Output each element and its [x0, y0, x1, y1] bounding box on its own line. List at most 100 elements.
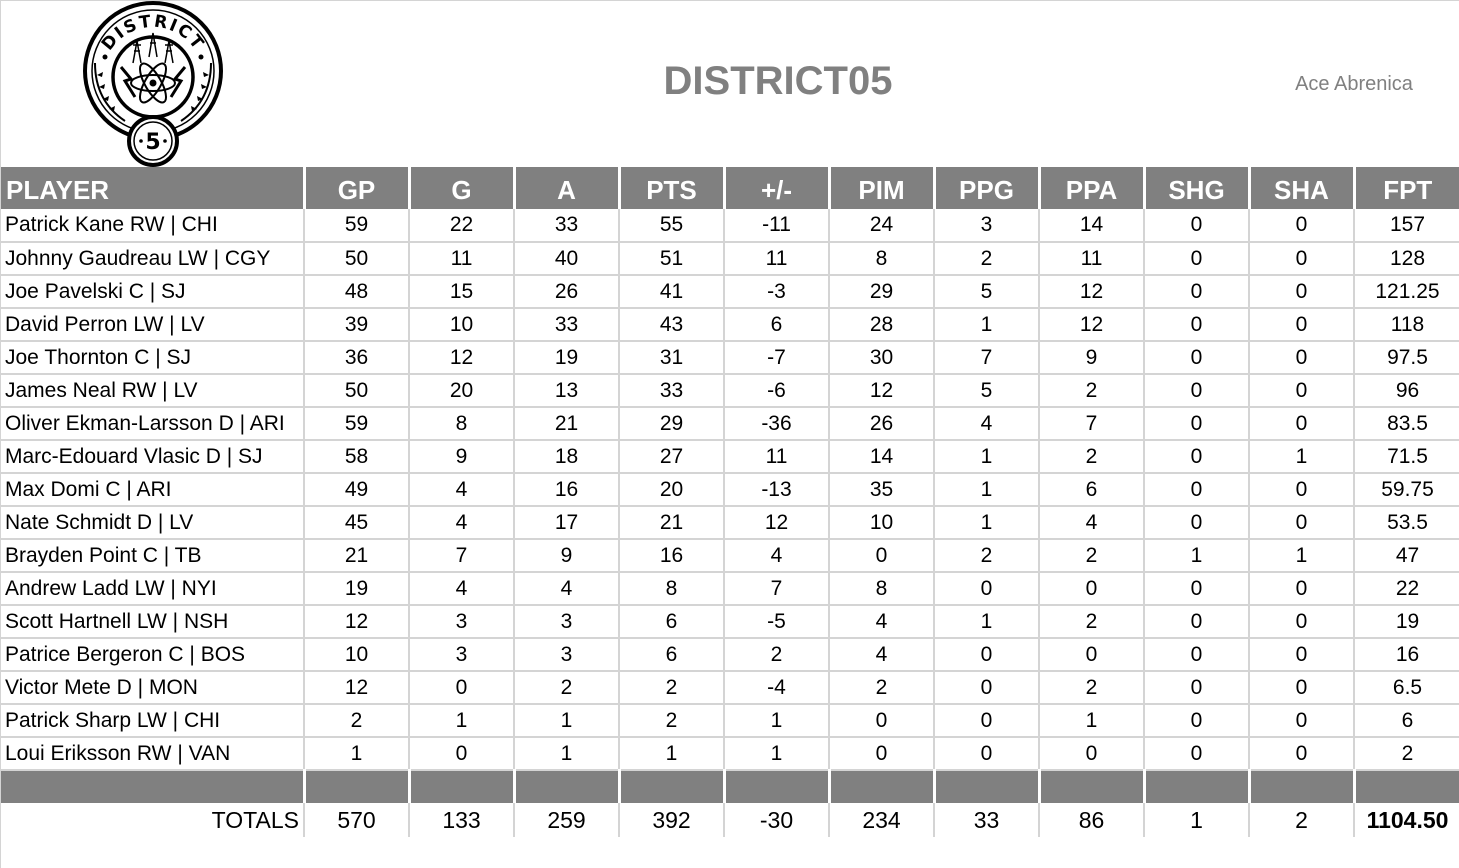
cell-fpt[interactable]: 16 — [1353, 638, 1459, 672]
cell-fpt[interactable]: 2 — [1353, 737, 1459, 771]
cell-ppa[interactable]: 12 — [1038, 308, 1144, 342]
cell-a[interactable]: 17 — [513, 506, 619, 540]
cell-a[interactable]: 3 — [513, 638, 619, 672]
cell-shg[interactable]: 0 — [1143, 341, 1249, 375]
cell-plus-minus[interactable]: -6 — [723, 374, 829, 408]
cell-pim[interactable]: 0 — [828, 704, 934, 738]
cell-ppg[interactable]: 5 — [933, 374, 1039, 408]
cell-shg[interactable]: 0 — [1143, 473, 1249, 507]
cell-pim[interactable]: 0 — [828, 737, 934, 771]
cell-ppa[interactable]: 2 — [1038, 539, 1144, 573]
cell-pts[interactable]: 31 — [618, 341, 724, 375]
cell-player[interactable]: Oliver Ekman-Larsson D | ARI — [1, 407, 304, 441]
cell-plus-minus[interactable]: -11 — [723, 209, 829, 243]
cell-g[interactable]: 12 — [408, 341, 514, 375]
cell-ppg[interactable]: 2 — [933, 242, 1039, 276]
col-header-sha[interactable]: SHA — [1247, 167, 1354, 209]
cell-player[interactable]: Joe Pavelski C | SJ — [1, 275, 304, 309]
cell-gp[interactable]: 58 — [303, 440, 409, 474]
cell-player[interactable]: Scott Hartnell LW | NSH — [1, 605, 304, 639]
cell-pim[interactable]: 4 — [828, 638, 934, 672]
cell-shg[interactable]: 0 — [1143, 440, 1249, 474]
cell-sha[interactable]: 0 — [1248, 671, 1354, 705]
cell-pim[interactable]: 14 — [828, 440, 934, 474]
cell-gp[interactable]: 19 — [303, 572, 409, 606]
cell-sha[interactable]: 0 — [1248, 242, 1354, 276]
cell-pts[interactable]: 51 — [618, 242, 724, 276]
cell-gp[interactable]: 59 — [303, 209, 409, 243]
cell-g[interactable]: 11 — [408, 242, 514, 276]
cell-plus-minus[interactable]: 7 — [723, 572, 829, 606]
cell-sha[interactable]: 0 — [1248, 737, 1354, 771]
cell-a[interactable]: 33 — [513, 209, 619, 243]
cell-pim[interactable]: 24 — [828, 209, 934, 243]
cell-a[interactable]: 40 — [513, 242, 619, 276]
cell-ppa[interactable]: 11 — [1038, 242, 1144, 276]
cell-fpt[interactable]: 128 — [1353, 242, 1459, 276]
cell-sha[interactable]: 0 — [1248, 209, 1354, 243]
cell-ppa[interactable]: 0 — [1038, 572, 1144, 606]
cell-fpt[interactable]: 59.75 — [1353, 473, 1459, 507]
cell-ppg[interactable]: 1 — [933, 440, 1039, 474]
cell-pim[interactable]: 10 — [828, 506, 934, 540]
cell-ppg[interactable]: 1 — [933, 473, 1039, 507]
cell-pts[interactable]: 16 — [618, 539, 724, 573]
total-shg[interactable]: 1 — [1143, 803, 1249, 837]
cell-a[interactable]: 3 — [513, 605, 619, 639]
cell-ppa[interactable]: 9 — [1038, 341, 1144, 375]
cell-sha[interactable]: 1 — [1248, 440, 1354, 474]
cell-plus-minus[interactable]: -5 — [723, 605, 829, 639]
cell-g[interactable]: 0 — [408, 737, 514, 771]
total-g[interactable]: 133 — [408, 803, 514, 837]
cell-player[interactable]: Loui Eriksson RW | VAN — [1, 737, 304, 771]
cell-fpt[interactable]: 19 — [1353, 605, 1459, 639]
cell-gp[interactable]: 39 — [303, 308, 409, 342]
cell-ppa[interactable]: 0 — [1038, 737, 1144, 771]
cell-pim[interactable]: 0 — [828, 539, 934, 573]
cell-ppg[interactable]: 0 — [933, 572, 1039, 606]
cell-player[interactable]: Johnny Gaudreau LW | CGY — [1, 242, 304, 276]
cell-g[interactable]: 20 — [408, 374, 514, 408]
cell-player[interactable]: Brayden Point C | TB — [1, 539, 304, 573]
cell-pim[interactable]: 35 — [828, 473, 934, 507]
cell-ppa[interactable]: 2 — [1038, 671, 1144, 705]
cell-shg[interactable]: 0 — [1143, 242, 1249, 276]
cell-pts[interactable]: 21 — [618, 506, 724, 540]
cell-player[interactable]: Patrick Sharp LW | CHI — [1, 704, 304, 738]
cell-ppa[interactable]: 6 — [1038, 473, 1144, 507]
cell-player[interactable]: Victor Mete D | MON — [1, 671, 304, 705]
cell-a[interactable]: 26 — [513, 275, 619, 309]
cell-ppg[interactable]: 0 — [933, 638, 1039, 672]
cell-gp[interactable]: 45 — [303, 506, 409, 540]
cell-gp[interactable]: 2 — [303, 704, 409, 738]
col-header-shg[interactable]: SHG — [1142, 167, 1249, 209]
cell-shg[interactable]: 1 — [1143, 539, 1249, 573]
cell-ppg[interactable]: 1 — [933, 506, 1039, 540]
cell-g[interactable]: 4 — [408, 506, 514, 540]
total-ppa[interactable]: 86 — [1038, 803, 1144, 837]
cell-shg[interactable]: 0 — [1143, 638, 1249, 672]
cell-gp[interactable]: 48 — [303, 275, 409, 309]
cell-g[interactable]: 7 — [408, 539, 514, 573]
cell-g[interactable]: 4 — [408, 572, 514, 606]
cell-gp[interactable]: 12 — [303, 671, 409, 705]
totals-label[interactable]: TOTALS — [211, 806, 299, 833]
cell-plus-minus[interactable]: -36 — [723, 407, 829, 441]
cell-sha[interactable]: 0 — [1248, 341, 1354, 375]
cell-shg[interactable]: 0 — [1143, 704, 1249, 738]
cell-shg[interactable]: 0 — [1143, 374, 1249, 408]
total-pim[interactable]: 234 — [828, 803, 934, 837]
cell-fpt[interactable]: 157 — [1353, 209, 1459, 243]
cell-a[interactable]: 1 — [513, 704, 619, 738]
cell-player[interactable]: Nate Schmidt D | LV — [1, 506, 304, 540]
cell-g[interactable]: 9 — [408, 440, 514, 474]
cell-plus-minus[interactable]: 12 — [723, 506, 829, 540]
cell-plus-minus[interactable]: 1 — [723, 704, 829, 738]
cell-plus-minus[interactable]: -3 — [723, 275, 829, 309]
cell-ppa[interactable]: 14 — [1038, 209, 1144, 243]
cell-pts[interactable]: 55 — [618, 209, 724, 243]
cell-pim[interactable]: 4 — [828, 605, 934, 639]
cell-a[interactable]: 13 — [513, 374, 619, 408]
cell-g[interactable]: 3 — [408, 638, 514, 672]
cell-ppa[interactable]: 12 — [1038, 275, 1144, 309]
